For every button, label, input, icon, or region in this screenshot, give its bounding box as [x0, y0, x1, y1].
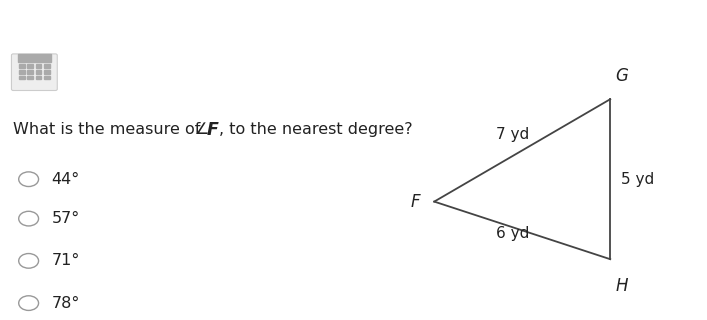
Text: , to the nearest degree?: , to the nearest degree?	[218, 123, 412, 137]
Bar	[19, 64, 25, 68]
Bar	[35, 64, 42, 68]
Bar	[28, 64, 33, 68]
Text: 71°: 71°	[52, 253, 80, 268]
Bar	[35, 70, 42, 74]
Bar	[35, 76, 42, 79]
Bar	[44, 64, 49, 68]
Text: 6 yd: 6 yd	[496, 227, 530, 241]
Bar	[19, 70, 25, 74]
Text: G: G	[615, 67, 628, 85]
Bar	[44, 76, 49, 79]
Text: ∠: ∠	[194, 123, 209, 137]
Text: 5 yd: 5 yd	[621, 172, 655, 187]
FancyBboxPatch shape	[11, 54, 57, 91]
Text: 78°: 78°	[52, 296, 80, 311]
Text: F: F	[410, 193, 420, 211]
Text: 44°: 44°	[52, 172, 80, 187]
Bar	[44, 70, 49, 74]
Text: What is the measure of: What is the measure of	[13, 123, 206, 137]
Text: 7 yd: 7 yd	[496, 127, 530, 142]
Text: 57°: 57°	[52, 211, 80, 226]
Bar	[28, 76, 33, 79]
Bar	[19, 76, 25, 79]
Bar	[28, 70, 33, 74]
Text: H: H	[615, 277, 628, 295]
Bar	[18, 54, 51, 62]
Text: F: F	[206, 121, 218, 139]
